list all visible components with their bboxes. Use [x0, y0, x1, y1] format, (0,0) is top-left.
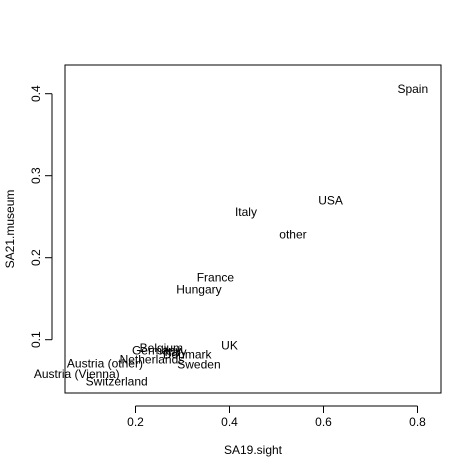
point-label: Sweden: [177, 357, 220, 371]
point-label: France: [197, 270, 235, 284]
x-tick-label: 0.2: [127, 415, 144, 429]
y-axis: 0.1 0.2 0.3 0.4: [29, 85, 53, 348]
y-tick-label: 0.1: [29, 331, 43, 348]
point-label: other: [279, 228, 306, 242]
point-label: UK: [221, 338, 238, 352]
x-tick-label: 0.6: [315, 415, 332, 429]
x-tick-label: 0.4: [221, 415, 238, 429]
y-axis-title: SA21.museum: [3, 190, 17, 269]
point-label: Austria (other): [67, 356, 143, 370]
y-tick-label: 0.3: [29, 167, 43, 184]
point-label: Italy: [235, 205, 257, 219]
plot-frame: [64, 64, 442, 394]
point-label: Austria (Vienna): [34, 367, 120, 381]
y-tick-label: 0.4: [29, 85, 43, 102]
x-axis: 0.2 0.4 0.6 0.8: [127, 405, 426, 429]
point-label: USA: [318, 193, 343, 207]
x-axis-title: SA19.sight: [224, 443, 283, 457]
y-tick-label: 0.2: [29, 249, 43, 266]
point-label: Germany: [132, 343, 181, 357]
point-label: Denmark: [163, 347, 213, 361]
point-label: Switzerland: [86, 375, 148, 389]
point-label: Italy: [164, 345, 186, 359]
point-label: Hungary: [176, 283, 221, 297]
point-label: Belgium: [140, 341, 183, 355]
point-label: Spain: [397, 82, 428, 96]
x-tick-label: 0.8: [409, 415, 426, 429]
point-label: Netherlands: [120, 352, 185, 366]
